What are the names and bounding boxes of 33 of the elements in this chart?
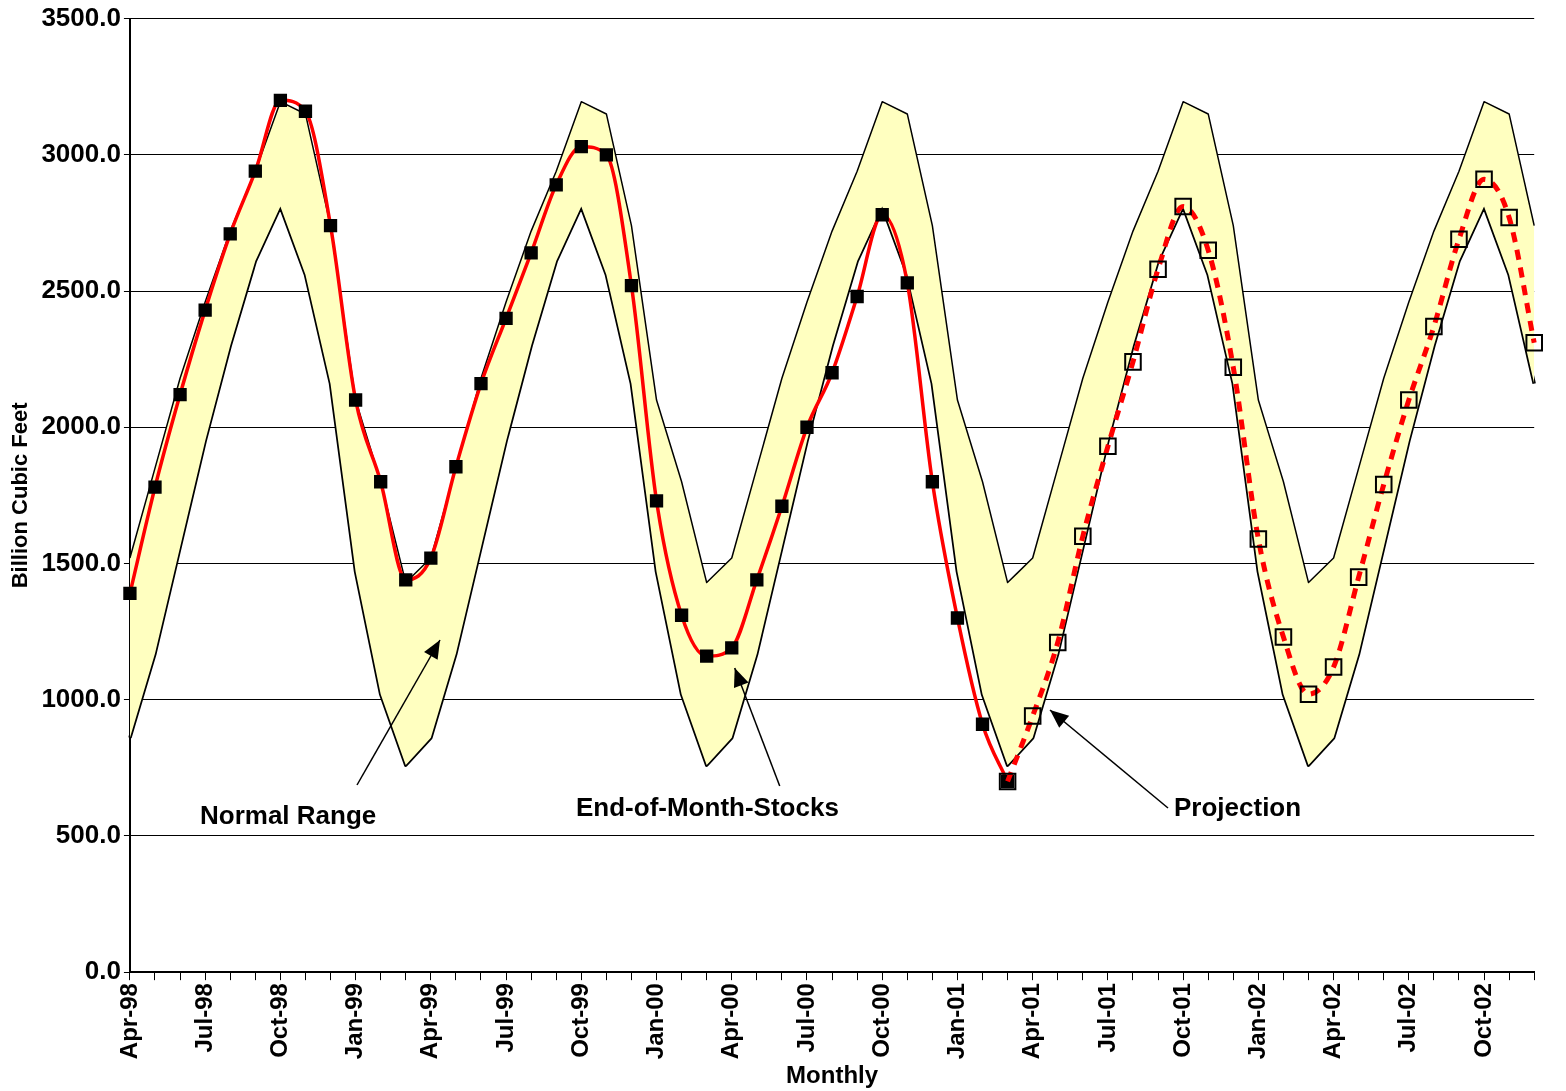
y-tick-label: 0.0 [84,955,121,986]
annotation: Normal Range [194,800,383,831]
y-tick-label: 2500.0 [41,274,121,305]
x-tick-label: Jul-99 [490,983,518,1053]
x-tick-label: Jan-00 [641,983,669,1060]
y-tick-label: 500.0 [55,819,121,850]
x-tick-label: Apr-99 [415,983,443,1060]
y-tick-label: 3000.0 [41,137,121,168]
x-tick-label: Jan-01 [942,983,970,1060]
x-tick-label: Oct-98 [265,983,293,1058]
x-tick-label: Apr-01 [1017,983,1045,1060]
x-tick-label: Oct-02 [1468,983,1496,1058]
annotation: Projection [1168,792,1308,823]
x-tick-label: Oct-99 [565,983,593,1058]
x-tick-label: Jul-02 [1393,983,1421,1053]
x-tick-label: Apr-02 [1318,983,1346,1060]
y-axis-title: Billion Cubic Feet [7,401,33,589]
point [1174,197,1192,216]
x-tick-label: Jan-02 [1242,983,1270,1060]
annotation: End-of-Month-Stocks [570,792,845,823]
x-tick-label: Apr-98 [114,983,142,1060]
x-tick-label: Jan-99 [340,983,368,1060]
x-tick-label: Jul-98 [189,983,217,1053]
x-tick-label: Oct-00 [866,983,894,1058]
x-tick-label: Jul-00 [791,983,819,1053]
y-tick-label: 1000.0 [41,682,121,713]
x-tick-label: Oct-01 [1167,983,1195,1058]
y-tick-label: 2000.0 [41,410,121,441]
x-tick-label: Jul-01 [1092,983,1120,1053]
y-tick-label: 1500.0 [41,546,121,577]
x-axis-title: Monthly [786,1061,879,1089]
y-tick-label: 3500.0 [41,1,121,32]
x-tick-label: Apr-00 [716,983,744,1060]
